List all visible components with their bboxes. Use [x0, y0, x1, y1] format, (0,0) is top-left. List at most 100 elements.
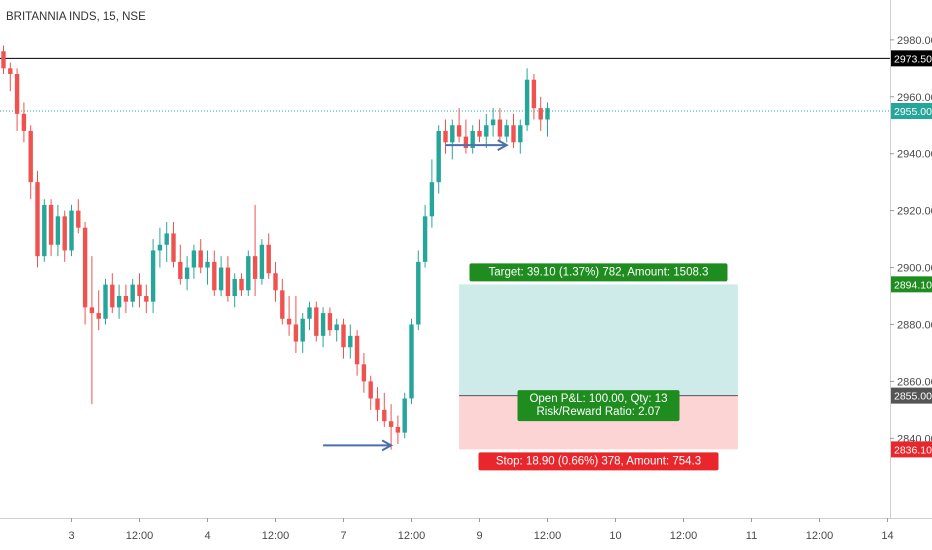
- price-tag-last: 2955.00: [891, 103, 932, 119]
- candle-body: [21, 113, 27, 131]
- candle-body: [293, 324, 299, 342]
- candle-body: [171, 233, 176, 262]
- candle-body: [205, 261, 210, 268]
- time-axis[interactable]: 3 12:00 4 12:00 7 12:00 9 12:00 10 12:00 11 12:00 14: [68, 518, 894, 542]
- y-tick-label: 2940.00: [897, 149, 932, 161]
- candle: [191, 244, 197, 279]
- x-tick-label: 4: [204, 530, 210, 542]
- x-tick-label: 14: [881, 530, 893, 542]
- candle: [130, 278, 135, 308]
- candle: [307, 301, 312, 331]
- x-tick-label: 12:00: [670, 530, 698, 542]
- price-axis-tags: 2973.50 2955.00 2894.10 2855.00 2836.10: [891, 50, 932, 458]
- arrow-annotations[interactable]: [323, 139, 509, 452]
- candle: [144, 284, 149, 314]
- candle: [409, 318, 414, 405]
- candle-body: [62, 216, 67, 251]
- candle-body: [110, 284, 115, 308]
- candle-body: [484, 125, 489, 137]
- candle: [354, 330, 360, 376]
- price-tag-entry: 2855.00: [891, 387, 932, 404]
- target-label-bg: [469, 263, 728, 282]
- candle: [89, 256, 95, 405]
- candle: [484, 113, 489, 148]
- candle-body: [35, 182, 40, 257]
- price-tag-stop-bg: [891, 441, 932, 458]
- candle-body: [524, 79, 530, 126]
- candle-body: [1, 51, 6, 69]
- candle: [14, 68, 20, 131]
- candle-body: [144, 296, 149, 302]
- candle-body: [354, 335, 360, 365]
- price-tag-target: 2894.10: [891, 276, 932, 293]
- x-tick-label: 12:00: [806, 530, 834, 542]
- candle-body: [164, 233, 169, 245]
- chart-title: BRITANNIA INDS, 15, NSE: [6, 11, 146, 23]
- stop-label: Stop: 18.90 (0.66%) 378, Amount: 754.3: [478, 452, 719, 471]
- candle: [388, 404, 394, 450]
- candles: [1, 45, 550, 450]
- candle: [69, 204, 74, 257]
- candle: [35, 170, 40, 268]
- candle-body: [490, 119, 496, 126]
- candle: [334, 318, 339, 342]
- candle: [76, 199, 81, 234]
- candle-body: [239, 278, 244, 291]
- y-tick-label: 2960.00: [897, 92, 932, 104]
- candle-body: [184, 267, 190, 279]
- candle: [42, 199, 47, 262]
- candle-body: [307, 307, 312, 319]
- candle: [252, 204, 258, 296]
- candle: [416, 250, 421, 331]
- candle-body: [409, 324, 414, 399]
- candle: [504, 119, 509, 143]
- candle-body: [402, 398, 407, 433]
- candle-body: [191, 250, 197, 268]
- candle: [518, 119, 523, 154]
- candle-body: [375, 398, 380, 410]
- candle: [293, 296, 299, 353]
- candle-body: [470, 130, 475, 148]
- candle: [178, 244, 183, 285]
- arrow-top[interactable]: [445, 139, 509, 152]
- x-tick-label: 10: [609, 530, 621, 542]
- candle-body: [212, 261, 217, 291]
- candle: [116, 284, 122, 319]
- candle: [1, 45, 6, 74]
- candle: [456, 108, 462, 143]
- candle: [531, 74, 537, 120]
- candle: [470, 125, 475, 154]
- horizontal-lines[interactable]: [0, 57, 890, 112]
- candle-body: [246, 256, 251, 291]
- candle: [511, 113, 516, 148]
- arrow-bottom[interactable]: [323, 439, 394, 452]
- candle-body: [232, 278, 237, 296]
- candle: [164, 222, 169, 262]
- candle-body: [348, 335, 353, 348]
- candle: [422, 204, 428, 268]
- arrow-top-head: [497, 139, 509, 152]
- candle-body: [103, 284, 108, 319]
- profit-zone[interactable]: [459, 284, 738, 396]
- candle: [477, 119, 482, 143]
- price-tag-last-bg: [891, 103, 932, 119]
- candle-body: [82, 227, 88, 308]
- candle-body: [300, 318, 305, 342]
- candle-body: [8, 68, 13, 74]
- price-tag-target-text: 2894.10: [894, 279, 932, 291]
- candle-body: [48, 204, 54, 245]
- candle: [103, 278, 108, 325]
- x-tick-label: 12:00: [262, 530, 290, 542]
- candle-body: [320, 313, 326, 336]
- candle-body: [42, 204, 47, 257]
- candle-body: [518, 125, 523, 143]
- candle-body: [96, 313, 101, 319]
- candle: [205, 250, 210, 285]
- candle-body: [538, 108, 543, 120]
- candle: [150, 239, 156, 314]
- long-position-tool[interactable]: Target: 39.10 (1.37%) 782, Amount: 1508.…: [459, 263, 738, 471]
- candle: [497, 108, 503, 143]
- candle: [266, 233, 271, 279]
